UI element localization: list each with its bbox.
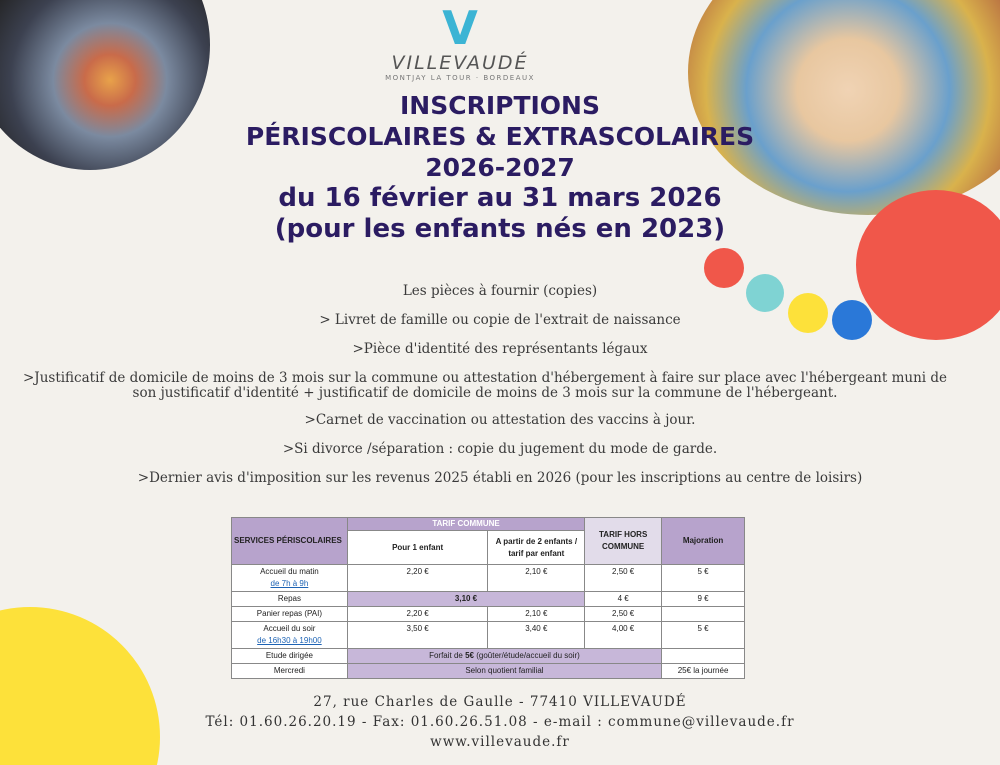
- title-line: INSCRIPTIONS: [400, 91, 600, 120]
- price-cell: 5 €: [661, 564, 745, 592]
- price-cell: 3,40 €: [487, 621, 586, 649]
- price-cell: 2,50 €: [584, 564, 663, 592]
- service-cell: Etude dirigée: [231, 648, 348, 664]
- decor-circle-red: [704, 248, 744, 288]
- price-cell: 5 €: [661, 621, 745, 649]
- school-supplies-photo: [0, 0, 210, 170]
- document-item: >Carnet de vaccination ou attestation de…: [304, 412, 696, 428]
- title-eligibility: (pour les enfants nés en 2023): [274, 214, 726, 244]
- footer-website[interactable]: www.villevaude.fr: [430, 734, 570, 750]
- price-cell: 2,50 €: [584, 606, 663, 622]
- table-row: Mercredi Selon quotient familial 25€ la …: [231, 663, 745, 679]
- price-cell: 4 €: [584, 591, 663, 607]
- decor-circle-red-large: [856, 190, 1000, 340]
- decor-circle-yellow: [788, 293, 828, 333]
- footer-phone-email: Tél: 01.60.26.20.19 - Fax: 01.60.26.51.0…: [205, 714, 795, 730]
- title-line: 2026-2027: [425, 153, 575, 182]
- price-cell: 3,50 €: [346, 621, 489, 649]
- title-line: PÉRISCOLAIRES & EXTRASCOLAIRES: [245, 122, 755, 151]
- header-un-enfant: Pour 1 enfant: [346, 530, 489, 565]
- price-cell: 2,20 €: [346, 564, 489, 592]
- service-cell: Panier repas (PAI): [231, 606, 348, 622]
- table-row: Etude dirigée Forfait de 5€ (goûter/étud…: [231, 648, 745, 664]
- service-cell: Mercredi: [231, 663, 348, 679]
- price-cell: 3,10 €: [346, 591, 586, 607]
- hours-link[interactable]: de 7h à 9h: [270, 579, 309, 588]
- service-name: Accueil du soir: [263, 624, 316, 633]
- service-cell: Accueil du soir de 16h30 à 19h00: [231, 621, 348, 649]
- forfait-amount: 5€: [465, 651, 474, 660]
- header-majoration: Majoration: [661, 517, 745, 565]
- pricing-table: SERVICES PÉRISCOLAIRES TARIF COMMUNE TAR…: [231, 517, 745, 679]
- price-cell: 25€ la journée: [661, 663, 745, 679]
- price-cell: 4,00 €: [584, 621, 663, 649]
- price-cell: Forfait de 5€ (goûter/étude/accueil du s…: [346, 648, 663, 664]
- villevaude-logo: V VILLEVAUDÉ MONTJAY LA TOUR · BORDEAUX: [385, 4, 535, 82]
- price-cell: 2,10 €: [487, 564, 586, 592]
- price-cell: 2,20 €: [346, 606, 489, 622]
- decor-circle-blue: [832, 300, 872, 340]
- price-cell: [661, 648, 745, 664]
- document-item: >Pièce d'identité des représentants léga…: [352, 341, 648, 357]
- header-services: SERVICES PÉRISCOLAIRES: [231, 517, 348, 565]
- page-title: INSCRIPTIONS PÉRISCOLAIRES & EXTRASCOLAI…: [200, 90, 800, 245]
- logo-name: VILLEVAUDÉ: [391, 52, 529, 74]
- document-item: >Justificatif de domicile de moins de 3 …: [22, 370, 948, 401]
- service-name: Accueil du matin: [260, 567, 319, 576]
- header-tarif-commune: TARIF COMMUNE: [346, 517, 586, 531]
- logo-subtitle: MONTJAY LA TOUR · BORDEAUX: [385, 74, 535, 82]
- document-item: >Dernier avis d'imposition sur les reven…: [137, 470, 863, 486]
- price-cell: [661, 606, 745, 622]
- document-item: > Livret de famille ou copie de l'extrai…: [319, 312, 681, 328]
- forfait-text: Forfait de: [429, 651, 466, 660]
- forfait-detail: (goûter/étude/accueil du soir): [474, 651, 580, 660]
- document-item: >Si divorce /séparation : copie du jugem…: [282, 441, 718, 457]
- documents-heading: Les pièces à fournir (copies): [402, 283, 598, 299]
- table-row: Accueil du soir de 16h30 à 19h00 3,50 € 3…: [231, 621, 745, 649]
- footer-contact: 27, rue Charles de Gaulle - 77410 VILLEV…: [0, 692, 1000, 752]
- table-row: Repas 3,10 € 4 € 9 €: [231, 591, 745, 607]
- price-cell: Selon quotient familial: [346, 663, 663, 679]
- price-cell: 2,10 €: [487, 606, 586, 622]
- logo-mark: V: [442, 1, 478, 55]
- documents-list: Les pièces à fournir (copies) > Livret d…: [0, 284, 1000, 500]
- footer-address: 27, rue Charles de Gaulle - 77410 VILLEV…: [313, 694, 687, 710]
- table-row: Accueil du matin de 7h à 9h 2,20 € 2,10 €…: [231, 564, 745, 592]
- service-cell: Accueil du matin de 7h à 9h: [231, 564, 348, 592]
- hours-link[interactable]: de 16h30 à 19h00: [257, 636, 322, 645]
- price-cell: 9 €: [661, 591, 745, 607]
- decor-circle-teal: [746, 274, 784, 312]
- service-cell: Repas: [231, 591, 348, 607]
- header-deux-enfants: A partir de 2 enfants / tarif par enfant: [487, 530, 586, 565]
- header-hors-commune: TARIF HORS COMMUNE: [584, 517, 663, 565]
- table-row: Panier repas (PAI) 2,20 € 2,10 € 2,50 €: [231, 606, 745, 622]
- title-dates: du 16 février au 31 mars 2026: [278, 183, 722, 213]
